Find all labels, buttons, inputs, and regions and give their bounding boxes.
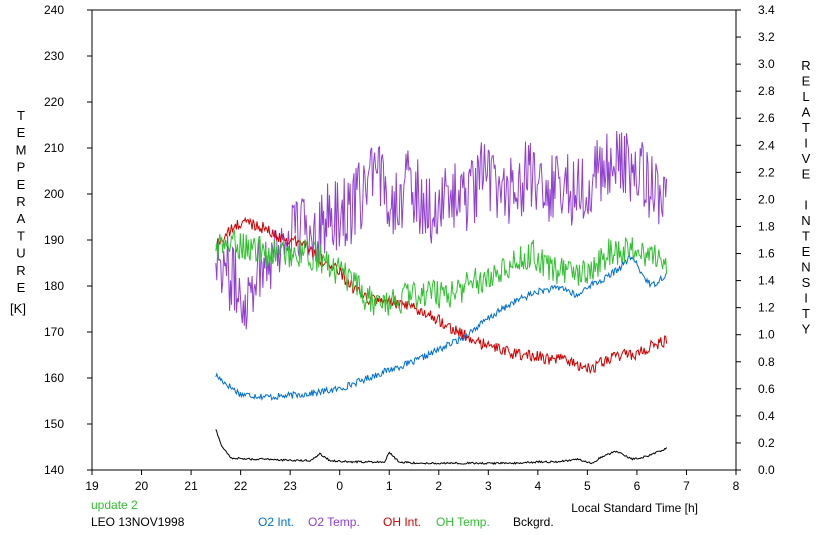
series-layer (215, 130, 668, 465)
y-right-tick-label: 0.6 (758, 382, 775, 396)
left-axis-letter: P (17, 160, 26, 175)
y-right-tick-label: 2.2 (758, 165, 775, 179)
left-axis-letter: A (17, 211, 26, 226)
left-axis-letter: M (16, 142, 27, 157)
x-tick-label: 21 (184, 479, 198, 493)
x-axis: 19 20 21 22 23 0 1 2 3 4 5 6 7 8 (85, 470, 740, 493)
right-axis-letter: T (802, 229, 810, 244)
x-tick-label: 23 (283, 479, 297, 493)
right-axis-letter: Y (802, 322, 811, 337)
x-tick-label: 20 (135, 479, 149, 493)
left-axis-letter: T (17, 228, 25, 243)
right-axis-letter: I (804, 198, 808, 213)
y-right-tick-label: 2.6 (758, 111, 775, 125)
y-right-tick-label: 1.8 (758, 219, 775, 233)
y-right-tick-label: 0.2 (758, 436, 775, 450)
x-tick-label: 4 (535, 479, 542, 493)
series-line-2 (215, 216, 668, 375)
right-axis-letter: N (801, 213, 810, 228)
left-axis-letter: R (16, 263, 25, 278)
y-left-tick-label: 150 (44, 417, 64, 431)
right-axis-letter: E (802, 167, 811, 182)
y-right-tick-label: 1.6 (758, 247, 775, 261)
y-right-tick-label: 1.4 (758, 274, 775, 288)
right-axis-letter: R (801, 58, 810, 73)
x-tick-label: 1 (386, 479, 393, 493)
y-right-tick-label: 1.0 (758, 328, 775, 342)
legend-oh-int: OH Int. (383, 515, 422, 529)
right-y-axis: 0.0 0.2 0.4 0.6 0.8 1.0 1.2 1.4 1.6 1.8 2.0 2.2 2.4 2… (736, 3, 775, 477)
x-tick-label: 8 (733, 479, 740, 493)
update-note: update 2 (91, 498, 138, 512)
series-line-0 (215, 254, 668, 401)
station-label: LEO 13NOV1998 (91, 515, 185, 529)
x-tick-label: 3 (485, 479, 492, 493)
x-tick-label: 19 (85, 479, 99, 493)
y-left-tick-label: 210 (44, 141, 64, 155)
y-right-tick-label: 0.8 (758, 355, 775, 369)
right-axis-letter: E (802, 244, 811, 259)
y-left-tick-label: 240 (44, 3, 64, 17)
y-right-tick-label: 2.4 (758, 138, 775, 152)
left-axis-letter: U (16, 246, 25, 261)
y-right-tick-label: 3.0 (758, 57, 775, 71)
right-axis-letter: E (802, 74, 811, 89)
left-axis-letter: E (17, 280, 26, 295)
left-axis-letter: R (16, 194, 25, 209)
y-left-tick-label: 230 (44, 49, 64, 63)
y-left-tick-label: 170 (44, 325, 64, 339)
y-left-tick-label: 140 (44, 463, 64, 477)
right-axis-letter: T (802, 120, 810, 135)
x-tick-label: 6 (634, 479, 641, 493)
right-axis-letter: V (802, 151, 811, 166)
y-right-tick-label: 2.0 (758, 192, 775, 206)
right-axis-letter: I (804, 291, 808, 306)
y-right-tick-label: 0.4 (758, 409, 775, 423)
right-axis-letter: N (801, 260, 810, 275)
y-left-tick-label: 180 (44, 279, 64, 293)
x-tick-label: 2 (435, 479, 442, 493)
x-tick-label: 5 (584, 479, 591, 493)
legend-o2-temp: O2 Temp. (308, 515, 360, 529)
y-left-tick-label: 200 (44, 187, 64, 201)
y-right-tick-label: 3.2 (758, 30, 775, 44)
y-left-tick-label: 160 (44, 371, 64, 385)
y-left-tick-label: 220 (44, 95, 64, 109)
right-axis-letter: S (802, 275, 811, 290)
plot-frame (91, 9, 737, 471)
left-axis-letter: E (17, 177, 26, 192)
left-axis-letter: T (17, 108, 25, 123)
legend-oh-temp: OH Temp. (436, 515, 490, 529)
left-axis-unit: [K] (10, 301, 26, 316)
right-axis-letter: L (802, 89, 809, 104)
x-tick-label: 0 (336, 479, 343, 493)
left-y-axis: 140 150 160 170 180 190 200 210 220 230 240 (44, 3, 92, 477)
y-left-tick-label: 190 (44, 233, 64, 247)
series-line-1 (215, 130, 668, 330)
y-right-tick-label: 3.4 (758, 3, 775, 17)
right-axis-letter: A (802, 105, 811, 120)
x-axis-title: Local Standard Time [h] (571, 501, 698, 515)
right-axis-letter: T (802, 306, 810, 321)
left-axis-letter: E (17, 125, 26, 140)
x-tick-label: 22 (234, 479, 248, 493)
right-axis-letter: I (804, 136, 808, 151)
y-right-tick-label: 1.2 (758, 301, 775, 315)
y-right-tick-label: 2.8 (758, 84, 775, 98)
series-line-3 (215, 229, 668, 316)
x-tick-label: 7 (683, 479, 690, 493)
series-line-4 (215, 429, 668, 465)
y-right-tick-label: 0.0 (758, 463, 775, 477)
legend-o2-int: O2 Int. (258, 515, 295, 529)
legend-bckgrd: Bckgrd. (513, 515, 554, 529)
